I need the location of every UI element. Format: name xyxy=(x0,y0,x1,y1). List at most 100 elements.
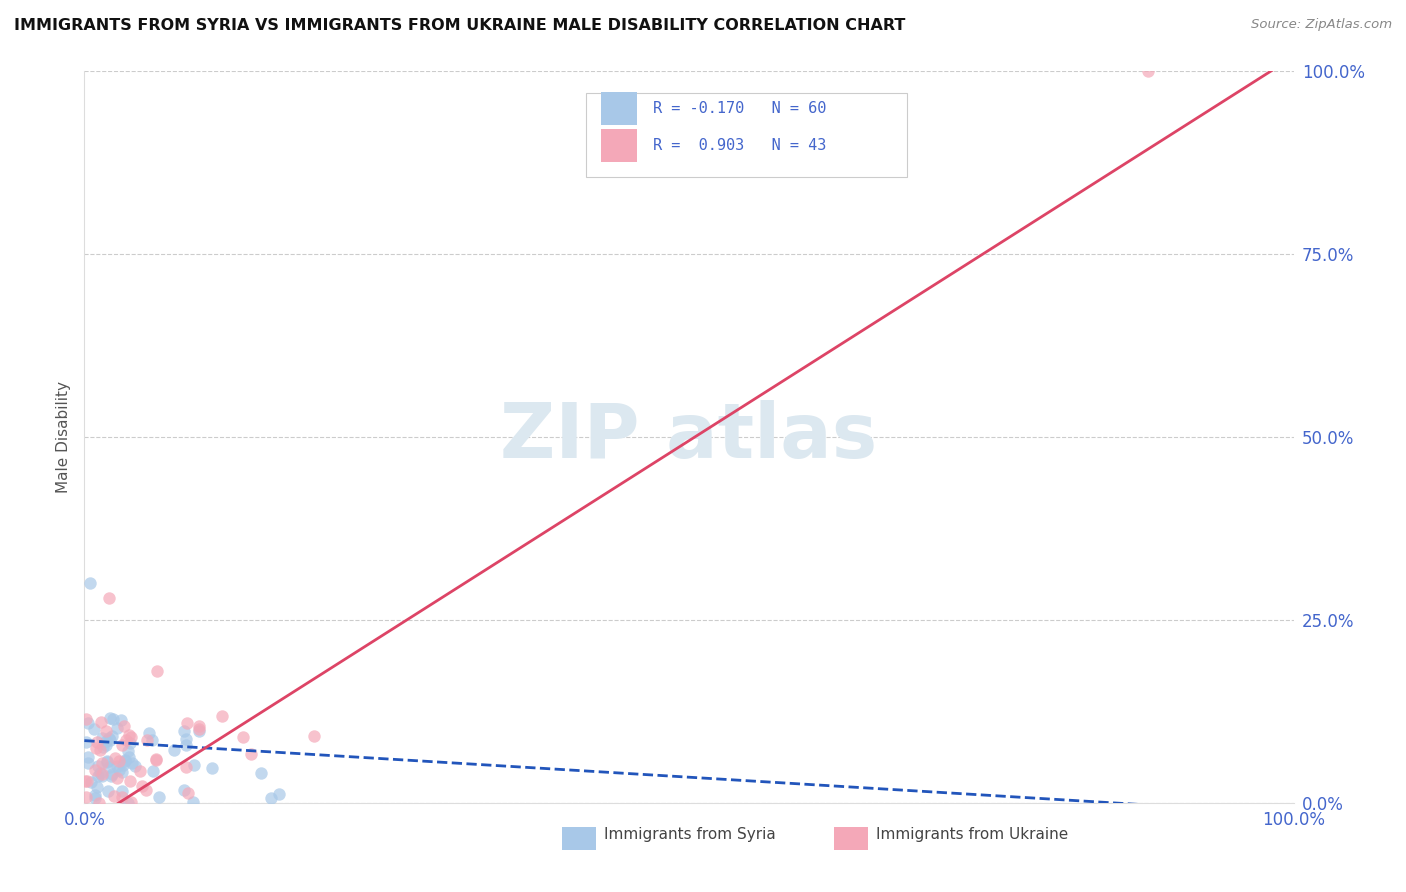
Point xyxy=(73,774,96,789)
Point xyxy=(141,732,163,747)
Point xyxy=(260,791,283,805)
Point xyxy=(87,796,110,810)
Point xyxy=(80,775,103,789)
Point xyxy=(86,735,108,749)
Point xyxy=(267,788,290,802)
Text: Source: ZipAtlas.com: Source: ZipAtlas.com xyxy=(1251,18,1392,31)
Point xyxy=(75,712,97,726)
Text: R =  0.903   N = 43: R = 0.903 N = 43 xyxy=(652,138,827,153)
Point xyxy=(114,753,136,767)
Point xyxy=(96,755,118,769)
Point xyxy=(124,759,146,773)
Bar xyxy=(834,827,868,850)
Point xyxy=(75,734,97,748)
Point xyxy=(121,756,143,770)
Point xyxy=(120,731,142,745)
Point xyxy=(173,783,195,797)
Text: R = -0.170   N = 60: R = -0.170 N = 60 xyxy=(652,102,827,116)
Point xyxy=(146,664,169,678)
Point xyxy=(174,738,197,752)
Point xyxy=(250,765,273,780)
Point xyxy=(111,764,134,779)
Point xyxy=(111,738,134,752)
Point xyxy=(87,759,110,773)
Point xyxy=(108,754,131,768)
Point xyxy=(76,774,98,789)
Point xyxy=(163,743,186,757)
Y-axis label: Male Disability: Male Disability xyxy=(56,381,72,493)
Point xyxy=(302,729,325,743)
Point xyxy=(91,769,114,783)
Point xyxy=(86,769,108,783)
Point xyxy=(145,752,167,766)
Point xyxy=(173,724,195,739)
Point xyxy=(100,732,122,747)
Bar xyxy=(562,827,596,850)
Point xyxy=(176,715,198,730)
Point xyxy=(84,791,107,805)
Point xyxy=(91,731,114,745)
Text: ZIP atlas: ZIP atlas xyxy=(501,401,877,474)
Point xyxy=(100,769,122,783)
Point xyxy=(117,744,139,758)
Point xyxy=(103,789,125,804)
Point xyxy=(103,712,125,726)
Point xyxy=(96,724,118,739)
Text: Immigrants from Syria: Immigrants from Syria xyxy=(605,828,776,842)
Point xyxy=(90,756,112,770)
Point xyxy=(94,738,117,752)
Point xyxy=(232,731,254,745)
Point xyxy=(1137,64,1160,78)
Point xyxy=(131,779,153,793)
Point xyxy=(117,796,139,810)
Point xyxy=(111,790,134,805)
Point xyxy=(177,786,200,800)
Point xyxy=(96,733,118,747)
Bar xyxy=(600,129,637,162)
Text: IMMIGRANTS FROM SYRIA VS IMMIGRANTS FROM UKRAINE MALE DISABILITY CORRELATION CHA: IMMIGRANTS FROM SYRIA VS IMMIGRANTS FROM… xyxy=(14,18,905,33)
Point xyxy=(97,784,120,798)
Point xyxy=(138,726,160,740)
Point xyxy=(187,719,209,733)
Point xyxy=(75,789,97,804)
Text: Immigrants from Ukraine: Immigrants from Ukraine xyxy=(876,828,1069,842)
Point xyxy=(120,736,142,750)
Point xyxy=(77,756,100,770)
Point xyxy=(120,773,142,788)
Point xyxy=(135,783,157,797)
Point xyxy=(84,740,107,755)
Point xyxy=(112,758,135,772)
Point xyxy=(148,789,170,804)
Point xyxy=(128,764,150,778)
Point xyxy=(83,788,105,802)
Point xyxy=(83,722,105,736)
Point xyxy=(110,784,132,798)
Point xyxy=(201,761,224,775)
Point xyxy=(96,755,118,769)
Point xyxy=(89,743,111,757)
Point xyxy=(136,733,159,747)
Point xyxy=(101,767,124,781)
Point xyxy=(108,764,131,778)
Point xyxy=(79,576,101,591)
Point xyxy=(120,795,142,809)
Point xyxy=(110,713,132,727)
Point xyxy=(76,750,98,764)
Point xyxy=(181,795,204,809)
Point xyxy=(76,716,98,731)
Point xyxy=(105,758,128,772)
Point xyxy=(240,747,263,761)
Point xyxy=(188,722,211,736)
Point xyxy=(97,759,120,773)
Point xyxy=(114,754,136,768)
Point xyxy=(98,711,121,725)
Point xyxy=(90,715,112,730)
Point xyxy=(97,591,120,605)
Point xyxy=(91,740,114,755)
Point xyxy=(83,763,105,777)
Point xyxy=(114,733,136,747)
Point xyxy=(188,723,211,738)
Point xyxy=(86,780,108,794)
Point xyxy=(211,709,233,723)
Point xyxy=(174,731,197,746)
